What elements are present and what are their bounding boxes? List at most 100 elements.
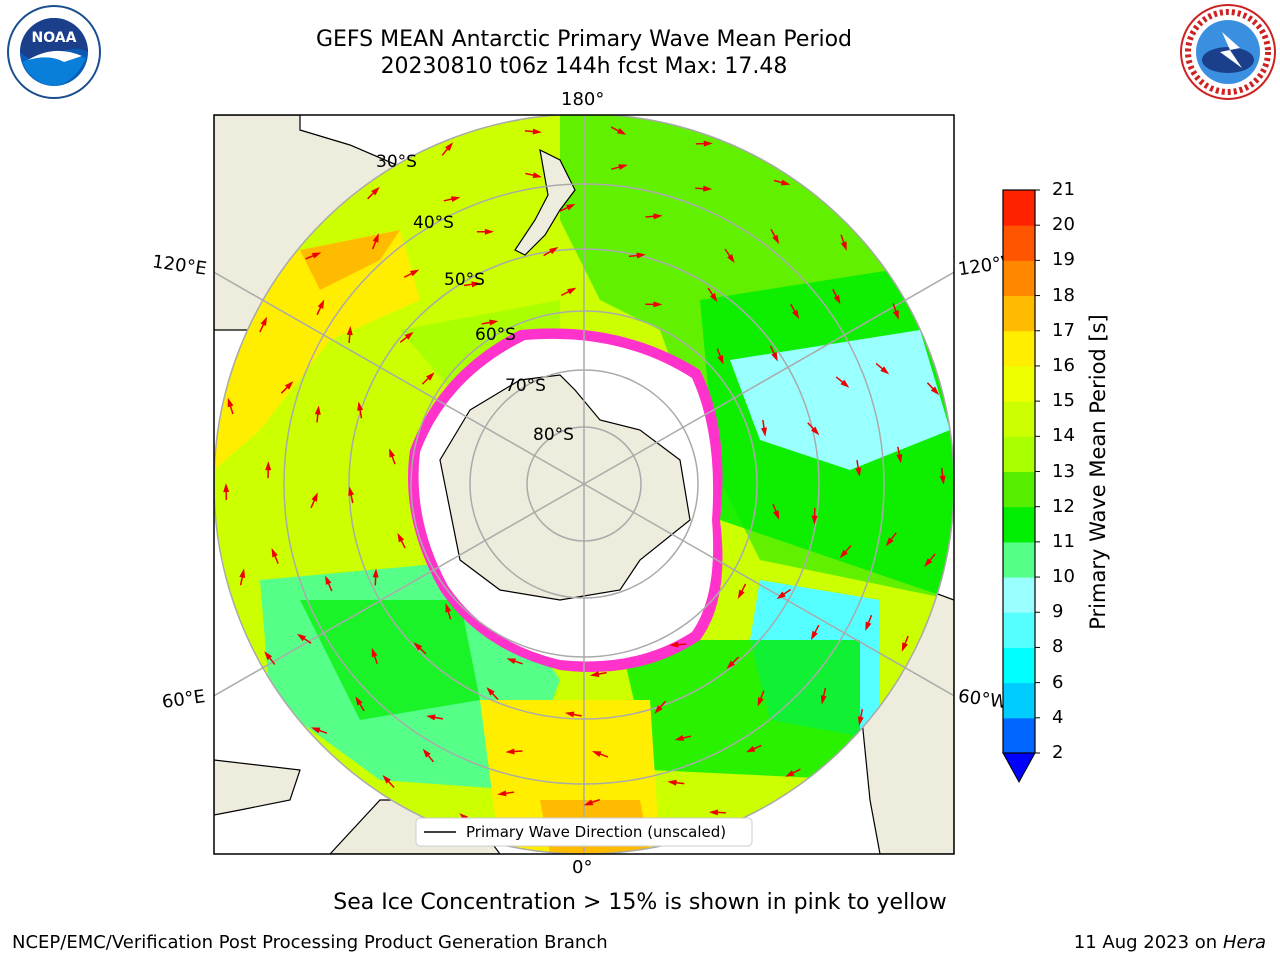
wave-direction-arrowhead — [840, 241, 847, 251]
wave-direction-arrowhead — [669, 641, 679, 648]
wave-direction-arrowhead — [489, 319, 499, 326]
wave-direction-arrowhead — [674, 735, 684, 741]
wave-direction-arrowhead — [357, 401, 364, 411]
colorbar-tick-label: 20 — [1052, 214, 1075, 236]
wave-direction-arrowhead — [745, 745, 756, 753]
wave-direction-arrowhead — [880, 366, 890, 375]
wave-direction-arrowhead — [583, 799, 594, 806]
wave-direction-arrowhead — [397, 532, 405, 543]
colorbar-tick-label: 16 — [1052, 354, 1075, 376]
colorbar-tick-label: 11 — [1052, 530, 1075, 552]
wave-direction-arrowhead — [426, 714, 436, 721]
map-title: GEFS MEAN Antarctic Primary Wave Mean Pe… — [315, 27, 853, 52]
wave-direction-arrowhead — [484, 228, 494, 235]
wave-direction-arrowhead — [810, 630, 818, 641]
colorbar-tick-label: 14 — [1052, 425, 1075, 447]
map-legend — [415, 817, 753, 847]
colorbar-tick-label: 15 — [1052, 390, 1075, 412]
wave-direction-arrowhead — [857, 716, 864, 726]
wave-direction-arrowhead — [636, 252, 646, 259]
colorbar-tick-label: 9 — [1052, 601, 1064, 623]
wave-direction-arrowhead — [792, 309, 800, 319]
colorbar-bin — [1003, 330, 1035, 367]
colorbar-bin — [1003, 190, 1035, 226]
colorbar-tick-label: 10 — [1052, 566, 1075, 588]
wave-direction-arrowhead — [591, 751, 602, 758]
wave-direction-arrowhead — [811, 426, 820, 436]
wave-direction-arrowhead — [772, 234, 780, 245]
lat-40s: 40°S — [413, 213, 454, 233]
wave-direction-arrowhead — [314, 405, 321, 415]
colorbar-tick-label: 21 — [1052, 179, 1075, 200]
wave-direction-arrowhead — [325, 575, 332, 585]
colorbar-tick-label: 19 — [1052, 249, 1075, 271]
footer-credit: NCEP/EMC/Verification Post Processing Pr… — [12, 932, 608, 953]
nws-logo — [1178, 2, 1278, 106]
wave-direction-arrowhead — [532, 128, 542, 135]
wave-direction-arrowhead — [346, 325, 353, 336]
wave-direction-arrowhead — [348, 486, 355, 496]
lat-50s: 50°S — [444, 270, 485, 290]
wave-direction-arrowhead — [497, 790, 507, 797]
wave-direction-arrowhead — [264, 651, 273, 661]
colorbar — [1002, 189, 1040, 784]
wave-direction-arrowhead — [865, 621, 872, 632]
wave-direction-arrowhead — [757, 697, 764, 707]
colorbar-bin — [1003, 471, 1035, 508]
wave-direction-arrowhead — [703, 185, 713, 192]
wave-direction-arrowhead — [413, 642, 423, 651]
wave-direction-arrowhead — [564, 711, 575, 718]
wave-direction-arrowhead — [939, 475, 946, 485]
sea-ice-note: Sea Ice Concentration > 15% is shown in … — [333, 890, 947, 915]
wave-direction-arrowhead — [892, 310, 899, 320]
wave-direction-arrowhead — [382, 774, 391, 784]
africa-land — [214, 759, 301, 816]
lat-70s: 70°S — [505, 376, 546, 396]
wave-direction-arrowhead — [840, 379, 850, 388]
colorbar-bin — [1003, 682, 1035, 719]
colorbar-tick-label: 2 — [1052, 742, 1064, 763]
wave-direction-arrowhead — [372, 568, 379, 578]
footer-host: Hera — [1222, 932, 1266, 953]
wave-direction-arrowhead — [317, 299, 325, 309]
lat-80s: 80°S — [533, 425, 574, 445]
wave-direction-arrowhead — [409, 269, 420, 277]
wave-direction-arrowhead — [567, 287, 577, 295]
footer-date: 11 Aug 2023 on Hera — [1074, 932, 1266, 953]
lon-180: 180° — [561, 89, 605, 110]
colorbar-bin — [1003, 365, 1035, 402]
colorbar-bin — [1003, 436, 1035, 472]
wave-direction-arrowhead — [486, 687, 495, 696]
wave-direction-arrowhead — [355, 696, 363, 706]
colorbar-tick-label: 12 — [1052, 495, 1075, 517]
wave-direction-arrowhead — [737, 589, 745, 599]
wave-direction-arrowhead — [901, 642, 908, 652]
lon-0: 0° — [572, 857, 593, 878]
colorbar-bin — [1003, 506, 1035, 543]
wave-direction-arrowhead — [776, 591, 786, 600]
noaa-logo: NOAA — [4, 4, 104, 104]
colorbar-bin — [1003, 260, 1035, 297]
legend-label: Primary Wave Direction (unscaled) — [466, 823, 727, 841]
wave-direction-arrowhead — [389, 448, 396, 458]
wave-direction-arrowhead — [227, 397, 234, 408]
wave-direction-arrowhead — [930, 386, 940, 396]
colorbar-bin — [1003, 717, 1035, 754]
colorbar-tick-label: 17 — [1052, 319, 1075, 341]
colorbar-bin — [1003, 295, 1035, 332]
new-zealand-land — [514, 148, 576, 256]
wave-direction-arrowhead — [771, 352, 778, 362]
wave-direction-arrowhead — [426, 372, 435, 381]
wave-direction-arrowhead — [833, 294, 841, 305]
wave-direction-arrowhead — [667, 779, 677, 786]
wave-direction-arrowhead — [839, 549, 848, 559]
colorbar-bin — [1003, 401, 1035, 437]
wave-direction-arrowhead — [618, 164, 628, 170]
wave-direction-arrowhead — [271, 547, 278, 558]
wave-direction-arrowhead — [549, 247, 559, 255]
wave-direction-arrowhead — [761, 427, 767, 437]
footer-date-text: 11 Aug 2023 on — [1073, 932, 1218, 953]
wave-direction-arrowhead — [311, 252, 322, 259]
wave-direction-arrowhead — [239, 568, 246, 578]
